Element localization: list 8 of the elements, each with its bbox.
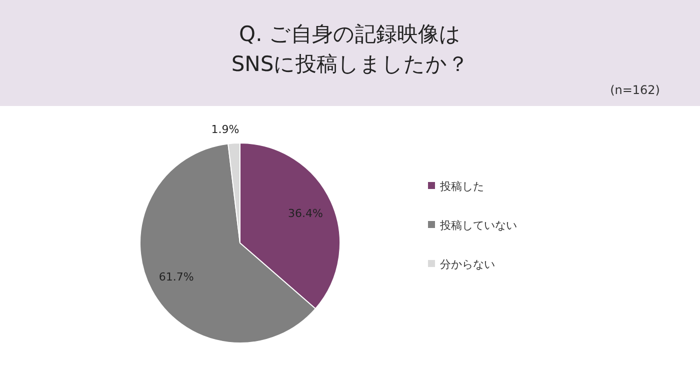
- legend-label: 分からない: [440, 258, 495, 271]
- text: (n=162): [610, 83, 660, 97]
- legend-label: 投稿していない: [439, 219, 517, 232]
- chart-title: Q. ご自身の記録映像は SNSに投稿しましたか？: [231, 22, 469, 76]
- data-label: 61.7%: [158, 270, 194, 284]
- data-label: 36.4%: [288, 207, 324, 220]
- legend-label: 投稿した: [439, 180, 484, 193]
- data-label: 1.9%: [211, 123, 240, 136]
